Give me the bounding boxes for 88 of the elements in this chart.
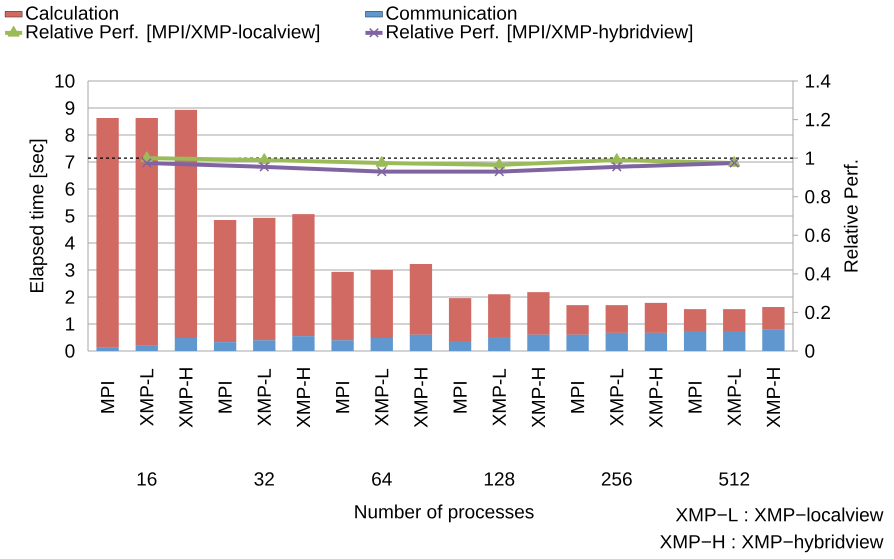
y-tick-label: 10 xyxy=(56,74,74,88)
bar xyxy=(762,329,785,352)
bar xyxy=(253,218,276,340)
x-tick-label: MPI xyxy=(218,382,232,413)
bar xyxy=(136,118,158,346)
bar xyxy=(606,305,628,334)
x-tick-label: XMP-H xyxy=(179,368,192,428)
y2-tick-label: 0 xyxy=(805,344,814,358)
text: 256 xyxy=(602,472,632,486)
x-tick-label: MPI xyxy=(101,382,114,413)
bar xyxy=(566,305,589,336)
y-tick-label: 4 xyxy=(65,236,75,250)
legend-label: Relative Perf. [MPI/XMP-localview] xyxy=(26,24,320,42)
x-tick-label: XMP-L xyxy=(375,369,388,426)
y-tick-label: 1 xyxy=(66,318,74,331)
bar xyxy=(448,298,472,342)
legend-label: Calculation xyxy=(26,6,118,20)
x-tick-label: MPI xyxy=(336,382,350,413)
bar xyxy=(96,118,119,348)
bar xyxy=(448,341,472,352)
bar xyxy=(644,333,668,352)
bar xyxy=(566,335,589,352)
x-tick-label: XMP-H xyxy=(766,368,780,428)
bar xyxy=(410,264,432,336)
x-tick-label: XMP-H xyxy=(414,368,428,428)
bar xyxy=(684,309,706,332)
text: XMP−H : XMP−hybridview xyxy=(660,534,884,552)
x-tick-label: XMP-H xyxy=(532,368,545,428)
y-tick-label: 9 xyxy=(66,101,74,115)
y-tick-label: 5 xyxy=(65,210,74,223)
bar xyxy=(606,333,628,352)
y2-tick-label: 1.4 xyxy=(806,74,830,88)
x-tick-label: XMP-L xyxy=(258,369,271,426)
legend-label: Relative Perf. [MPI/XMP-hybridview] xyxy=(387,24,692,42)
bar xyxy=(96,348,119,352)
bar xyxy=(253,340,276,352)
x-tick-label: XMP-L xyxy=(140,369,154,426)
bar xyxy=(214,220,236,342)
bar xyxy=(136,346,158,352)
y2-tick-label: 0.4 xyxy=(805,267,830,281)
bar xyxy=(292,214,315,336)
bar xyxy=(174,110,198,338)
x-tick-label: MPI xyxy=(688,382,702,413)
bar xyxy=(488,294,510,338)
bar xyxy=(527,335,550,352)
y2-tick-label: 1 xyxy=(806,152,814,165)
bar xyxy=(762,307,785,330)
y-tick-label: 7 xyxy=(66,156,74,169)
y-axis-title: Elapsed time [sec] xyxy=(29,140,48,292)
text: 64 xyxy=(372,472,392,486)
bar xyxy=(370,338,393,352)
x-tick-label: XMP-L xyxy=(610,369,624,426)
bar xyxy=(174,338,198,352)
text: 32 xyxy=(254,472,274,486)
y-tick-label: 6 xyxy=(66,182,74,196)
y-tick-label: 3 xyxy=(65,263,74,277)
x-tick-label: MPI xyxy=(454,382,467,413)
bar xyxy=(370,270,393,338)
y2-tick-label: 0.6 xyxy=(805,228,830,242)
y2-axis-title: Relative Perf. xyxy=(844,160,858,272)
bar xyxy=(723,331,746,352)
x-axis-title: Number of processes xyxy=(355,504,534,522)
bar xyxy=(292,336,315,352)
bar xyxy=(410,335,432,352)
x-tick-label: MPI xyxy=(571,382,584,413)
x-tick-label: XMP-H xyxy=(649,368,662,428)
text: 16 xyxy=(138,472,156,486)
legend-label: Communication xyxy=(386,6,516,20)
bar xyxy=(331,272,354,340)
bar xyxy=(527,292,550,336)
text: 512 xyxy=(719,472,750,486)
x-tick-label: XMP-L xyxy=(728,369,741,426)
y2-tick-label: 1.2 xyxy=(806,113,830,126)
bar xyxy=(723,309,746,332)
x-tick-label: XMP-L xyxy=(492,369,506,426)
x-tick-label: XMP-H xyxy=(296,368,310,428)
bar xyxy=(331,340,354,352)
y-tick-label: 8 xyxy=(65,128,74,142)
bar xyxy=(644,303,668,334)
bar xyxy=(214,342,236,352)
bar xyxy=(684,331,706,352)
text: XMP−L : XMP−localview xyxy=(676,508,884,522)
y2-tick-label: 0.8 xyxy=(805,190,830,204)
y2-tick-label: 0.2 xyxy=(805,306,830,320)
y-tick-label: 0 xyxy=(65,344,74,358)
y-tick-label: 2 xyxy=(66,290,74,304)
text: 128 xyxy=(484,472,514,486)
bar xyxy=(488,337,510,352)
